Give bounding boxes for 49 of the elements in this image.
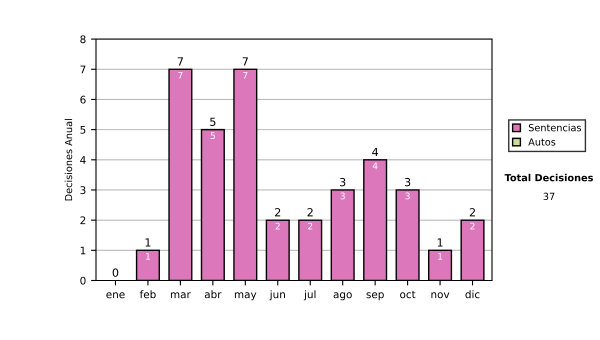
total-label: 2	[308, 208, 313, 216]
data-label: 5	[210, 132, 215, 140]
y-tick-label: 4	[80, 156, 86, 164]
x-tick-label: mar	[170, 292, 191, 298]
y-tick-label: 1	[80, 246, 86, 254]
y-tick-label: 8	[80, 35, 86, 44]
x-tick-label: abr	[204, 290, 222, 298]
y-tick-label: 0	[80, 276, 86, 285]
x-tick-label: ene	[106, 292, 125, 298]
y-tick-label: 5	[80, 126, 86, 134]
x-tick-label: may	[234, 292, 256, 300]
y-axis-title: Decisiones Anual	[64, 119, 72, 200]
total-label: 2	[470, 208, 475, 216]
data-label: 1	[146, 253, 150, 260]
data-label: 4	[372, 162, 378, 170]
text: 37	[544, 192, 554, 200]
data-label: 1	[438, 253, 442, 260]
x-tick-label: nov	[431, 292, 450, 298]
total-label: 7	[178, 57, 183, 66]
total-label: 1	[146, 238, 150, 247]
total-label: 1	[438, 238, 443, 247]
x-tick-label: jul	[304, 290, 316, 300]
y-tick-label: 2	[80, 216, 86, 224]
total-label: 7	[242, 57, 248, 66]
y-tick-label: 3	[80, 186, 86, 194]
y-tick-label: 6	[80, 96, 86, 104]
data-label: 2	[276, 222, 280, 230]
x-tick-label: sep	[366, 292, 384, 300]
text: Total Decisiones	[504, 174, 593, 182]
x-tick-label: jun	[270, 290, 285, 300]
data-label: 2	[470, 222, 474, 230]
total-label: 2	[275, 208, 280, 216]
x-tick-label: feb	[140, 290, 156, 298]
x-tick-label: dic	[465, 290, 480, 298]
data-label: 7	[243, 72, 248, 79]
total-label: 3	[340, 178, 346, 186]
total-label: 0	[112, 268, 118, 277]
total-label: 5	[210, 118, 216, 126]
x-tick-label: ago	[334, 292, 352, 300]
total-label: 3	[404, 178, 410, 186]
legend-label: Sentencias	[528, 124, 582, 132]
legend-label: Autos	[528, 138, 556, 146]
x-tick-label: oct	[400, 290, 416, 298]
y-tick-label: 7	[80, 66, 86, 74]
total-label: 4	[372, 148, 378, 156]
data-label: 3	[340, 192, 345, 200]
data-label: 7	[178, 72, 182, 79]
data-label: 2	[308, 222, 312, 230]
data-label: 3	[405, 192, 410, 200]
